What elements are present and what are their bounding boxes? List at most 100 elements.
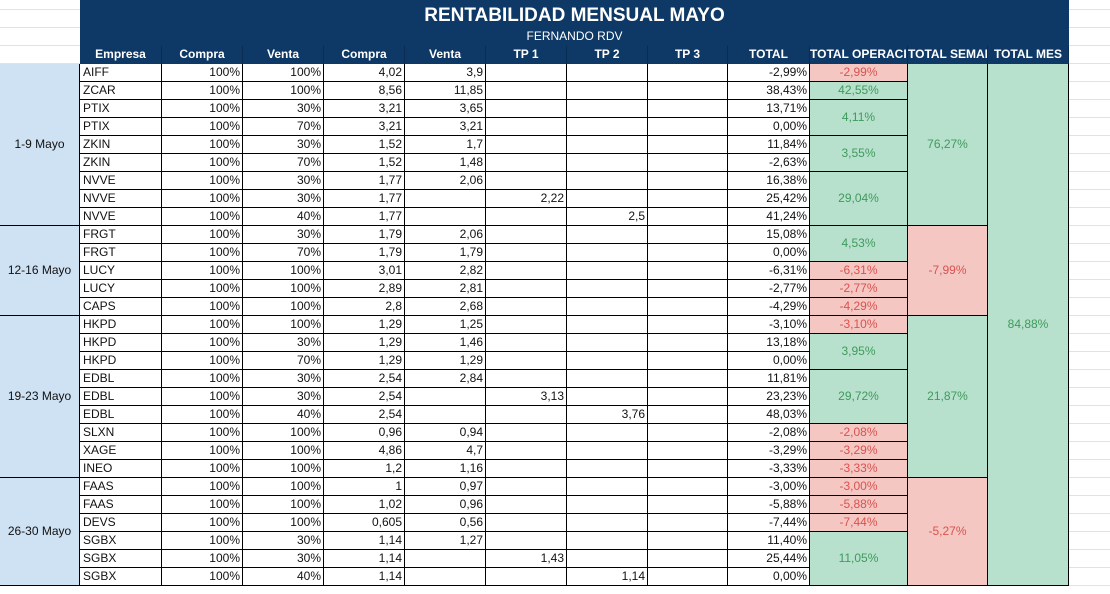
cell-compra-price[interactable]: 1,14 xyxy=(324,550,405,568)
cell-tp1[interactable] xyxy=(486,82,567,100)
cell-venta-price[interactable] xyxy=(405,550,486,568)
column-header-compra-pct[interactable]: Compra xyxy=(162,46,243,64)
cell-compra-pct[interactable]: 100% xyxy=(162,244,243,262)
cell-empresa[interactable]: NVVE xyxy=(80,172,162,190)
cell-compra-pct[interactable]: 100% xyxy=(162,118,243,136)
cell-total[interactable]: 0,00% xyxy=(728,568,810,586)
cell-compra-pct[interactable]: 100% xyxy=(162,298,243,316)
cell-venta-pct[interactable]: 30% xyxy=(243,136,324,154)
cell-compra-price[interactable]: 4,86 xyxy=(324,442,405,460)
cell-tp1[interactable] xyxy=(486,460,567,478)
cell-total[interactable]: 25,42% xyxy=(728,190,810,208)
cell-venta-pct[interactable]: 40% xyxy=(243,208,324,226)
cell-compra-price[interactable]: 2,8 xyxy=(324,298,405,316)
cell-venta-pct[interactable]: 30% xyxy=(243,370,324,388)
cell-compra-pct[interactable]: 100% xyxy=(162,442,243,460)
cell-compra-price[interactable]: 1,52 xyxy=(324,136,405,154)
cell-tp2[interactable] xyxy=(567,370,648,388)
cell-compra-pct[interactable]: 100% xyxy=(162,262,243,280)
cell-tp3[interactable] xyxy=(648,478,728,496)
cell-empresa[interactable]: AIFF xyxy=(80,64,162,82)
total-operacion-cell[interactable]: -2,99% xyxy=(810,64,908,82)
cell-tp1[interactable] xyxy=(486,64,567,82)
cell-venta-pct[interactable]: 30% xyxy=(243,226,324,244)
cell-compra-price[interactable]: 0,605 xyxy=(324,514,405,532)
cell-total[interactable]: 11,81% xyxy=(728,370,810,388)
cell-tp1[interactable] xyxy=(486,370,567,388)
cell-compra-price[interactable]: 1,52 xyxy=(324,154,405,172)
cell-venta-pct[interactable]: 100% xyxy=(243,460,324,478)
cell-compra-pct[interactable]: 100% xyxy=(162,208,243,226)
cell-total[interactable]: 0,00% xyxy=(728,118,810,136)
column-header-tp3[interactable]: TP 3 xyxy=(648,46,728,64)
cell-tp1[interactable] xyxy=(486,442,567,460)
cell-compra-pct[interactable]: 100% xyxy=(162,136,243,154)
cell-tp3[interactable] xyxy=(648,208,728,226)
column-header-total-operacion[interactable]: TOTAL OPERACIÓN xyxy=(810,46,908,64)
cell-compra-price[interactable]: 2,54 xyxy=(324,388,405,406)
cell-empresa[interactable]: SLXN xyxy=(80,424,162,442)
cell-empresa[interactable]: EDBL xyxy=(80,406,162,424)
cell-total[interactable]: 41,24% xyxy=(728,208,810,226)
week-label[interactable]: 19-23 Mayo xyxy=(0,316,80,478)
cell-venta-pct[interactable]: 100% xyxy=(243,496,324,514)
cell-compra-price[interactable]: 3,01 xyxy=(324,262,405,280)
cell-empresa[interactable]: DEVS xyxy=(80,514,162,532)
cell-venta-price[interactable]: 0,94 xyxy=(405,424,486,442)
cell-total[interactable]: 25,44% xyxy=(728,550,810,568)
cell-venta-price[interactable]: 1,7 xyxy=(405,136,486,154)
cell-venta-price[interactable]: 2,06 xyxy=(405,172,486,190)
cell-total[interactable]: 38,43% xyxy=(728,82,810,100)
cell-tp3[interactable] xyxy=(648,280,728,298)
cell-compra-pct[interactable]: 100% xyxy=(162,352,243,370)
cell-venta-price[interactable] xyxy=(405,388,486,406)
cell-tp3[interactable] xyxy=(648,226,728,244)
cell-compra-price[interactable]: 1,29 xyxy=(324,352,405,370)
cell-tp2[interactable] xyxy=(567,100,648,118)
total-semana-cell[interactable]: 76,27% xyxy=(908,64,988,226)
cell-empresa[interactable]: LUCY xyxy=(80,280,162,298)
cell-total[interactable]: -2,08% xyxy=(728,424,810,442)
cell-tp3[interactable] xyxy=(648,568,728,586)
cell-tp2[interactable] xyxy=(567,118,648,136)
cell-compra-pct[interactable]: 100% xyxy=(162,514,243,532)
cell-compra-pct[interactable]: 100% xyxy=(162,280,243,298)
cell-tp2[interactable] xyxy=(567,352,648,370)
cell-venta-price[interactable]: 4,7 xyxy=(405,442,486,460)
cell-tp3[interactable] xyxy=(648,532,728,550)
cell-empresa[interactable]: FAAS xyxy=(80,478,162,496)
cell-tp2[interactable] xyxy=(567,172,648,190)
total-mes-cell[interactable]: 84,88% xyxy=(988,64,1069,586)
cell-venta-pct[interactable]: 100% xyxy=(243,82,324,100)
cell-tp2[interactable]: 2,5 xyxy=(567,208,648,226)
cell-empresa[interactable]: ZCAR xyxy=(80,82,162,100)
cell-compra-pct[interactable]: 100% xyxy=(162,478,243,496)
cell-tp2[interactable] xyxy=(567,478,648,496)
cell-compra-pct[interactable]: 100% xyxy=(162,334,243,352)
cell-venta-price[interactable]: 1,48 xyxy=(405,154,486,172)
cell-compra-pct[interactable]: 100% xyxy=(162,388,243,406)
cell-compra-price[interactable]: 3,21 xyxy=(324,118,405,136)
cell-tp1[interactable] xyxy=(486,136,567,154)
cell-tp3[interactable] xyxy=(648,118,728,136)
cell-venta-price[interactable]: 2,81 xyxy=(405,280,486,298)
cell-tp2[interactable] xyxy=(567,226,648,244)
cell-venta-pct[interactable]: 30% xyxy=(243,532,324,550)
cell-compra-price[interactable]: 2,54 xyxy=(324,370,405,388)
cell-empresa[interactable]: SGBX xyxy=(80,550,162,568)
cell-compra-price[interactable]: 1,29 xyxy=(324,334,405,352)
cell-compra-price[interactable]: 1,77 xyxy=(324,190,405,208)
cell-venta-price[interactable] xyxy=(405,208,486,226)
cell-empresa[interactable]: SGBX xyxy=(80,532,162,550)
cell-empresa[interactable]: CAPS xyxy=(80,298,162,316)
cell-tp1[interactable] xyxy=(486,316,567,334)
cell-total[interactable]: -2,63% xyxy=(728,154,810,172)
cell-venta-pct[interactable]: 70% xyxy=(243,154,324,172)
cell-total[interactable]: -4,29% xyxy=(728,298,810,316)
cell-empresa[interactable]: PTIX xyxy=(80,100,162,118)
cell-tp3[interactable] xyxy=(648,514,728,532)
cell-tp1[interactable] xyxy=(486,424,567,442)
cell-venta-price[interactable]: 1,27 xyxy=(405,532,486,550)
cell-compra-price[interactable]: 1,2 xyxy=(324,460,405,478)
cell-tp3[interactable] xyxy=(648,550,728,568)
